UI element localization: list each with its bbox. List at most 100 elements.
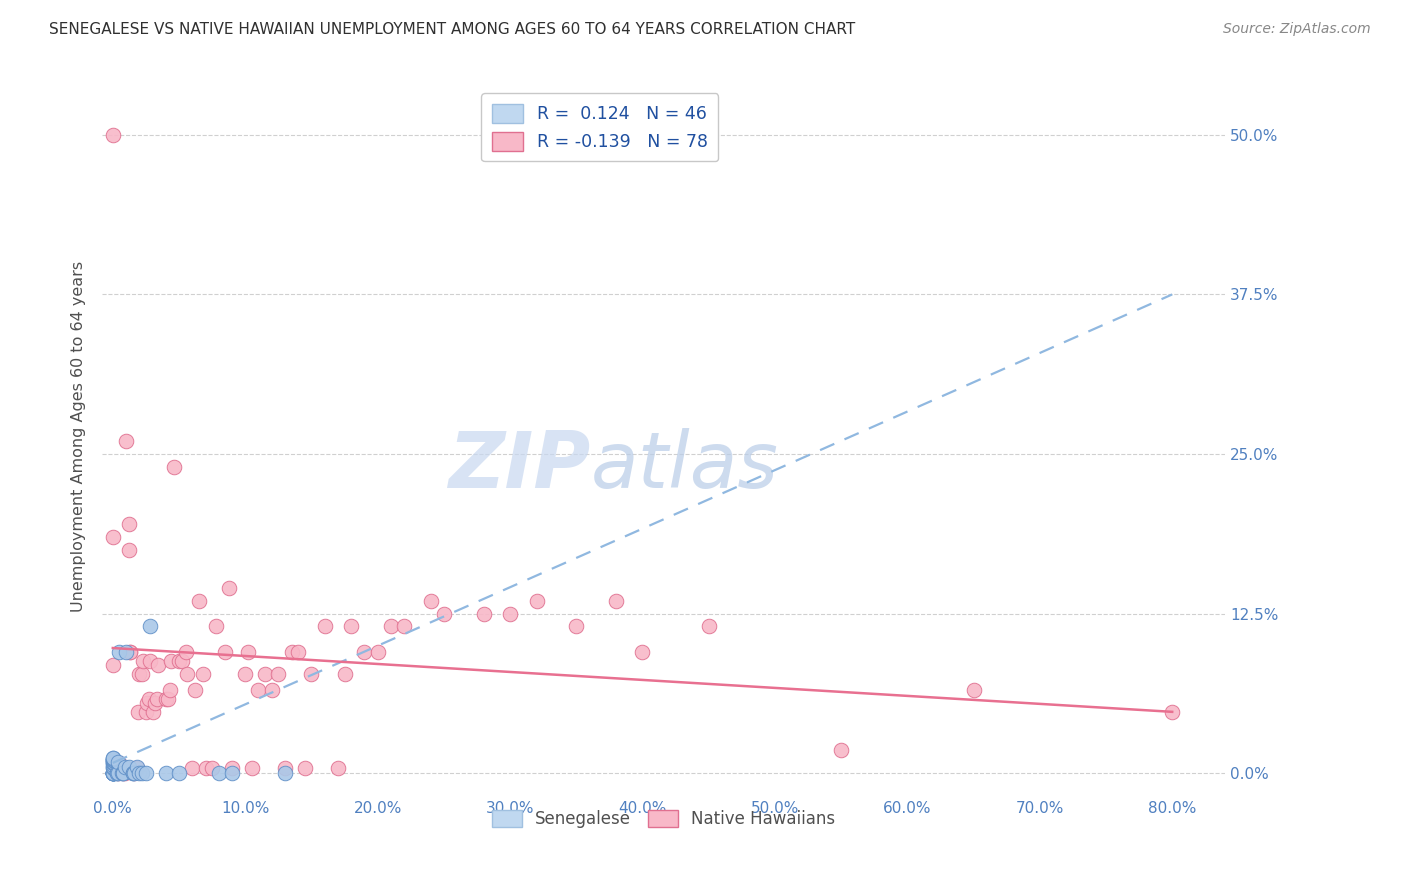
Point <box>139 654 162 668</box>
Point <box>101 760 124 774</box>
Point <box>131 766 153 780</box>
Point <box>333 666 356 681</box>
Point <box>143 696 166 710</box>
Point <box>184 683 207 698</box>
Point <box>127 705 149 719</box>
Point <box>380 619 402 633</box>
Point <box>208 766 231 780</box>
Point <box>191 666 214 681</box>
Point <box>105 766 128 780</box>
Text: ZIP: ZIP <box>449 427 591 503</box>
Point <box>141 705 163 719</box>
Text: atlas: atlas <box>591 427 779 503</box>
Point <box>128 666 150 681</box>
Point <box>167 654 190 668</box>
Point <box>125 760 148 774</box>
Point <box>146 657 169 672</box>
Point <box>301 666 323 681</box>
Point <box>101 753 124 767</box>
Point <box>187 594 209 608</box>
Point <box>139 619 162 633</box>
Point <box>287 645 309 659</box>
Point <box>472 607 495 621</box>
Point <box>419 594 441 608</box>
Point <box>526 594 548 608</box>
Legend: Senegalese, Native Hawaiians: Senegalese, Native Hawaiians <box>485 803 842 835</box>
Point <box>294 761 316 775</box>
Point <box>101 766 124 780</box>
Point <box>101 753 124 767</box>
Point <box>122 766 145 780</box>
Point <box>101 751 124 765</box>
Point <box>124 761 146 775</box>
Point <box>108 756 131 770</box>
Point <box>240 761 263 775</box>
Point <box>565 619 588 633</box>
Point <box>107 766 129 780</box>
Point <box>101 766 124 780</box>
Point <box>274 761 297 775</box>
Point <box>122 766 145 780</box>
Point <box>101 766 124 780</box>
Point <box>340 619 363 633</box>
Point <box>111 766 134 780</box>
Point <box>499 607 522 621</box>
Point <box>314 619 336 633</box>
Point <box>101 761 124 775</box>
Point <box>105 766 128 780</box>
Point <box>118 517 141 532</box>
Point <box>218 581 240 595</box>
Point <box>1161 705 1184 719</box>
Text: Source: ZipAtlas.com: Source: ZipAtlas.com <box>1223 22 1371 37</box>
Point <box>101 755 124 769</box>
Point <box>115 645 138 659</box>
Point <box>433 607 456 621</box>
Point <box>101 766 124 780</box>
Text: SENEGALESE VS NATIVE HAWAIIAN UNEMPLOYMENT AMONG AGES 60 TO 64 YEARS CORRELATION: SENEGALESE VS NATIVE HAWAIIAN UNEMPLOYME… <box>49 22 855 37</box>
Y-axis label: Unemployment Among Ages 60 to 64 years: Unemployment Among Ages 60 to 64 years <box>72 261 86 612</box>
Point <box>101 755 124 769</box>
Point <box>205 619 228 633</box>
Point <box>136 696 159 710</box>
Point <box>233 666 256 681</box>
Point <box>160 654 183 668</box>
Point <box>247 683 270 698</box>
Point <box>697 619 720 633</box>
Point <box>128 766 150 780</box>
Point <box>163 459 186 474</box>
Point <box>101 657 124 672</box>
Point <box>101 766 124 780</box>
Point <box>157 692 180 706</box>
Point <box>101 753 124 767</box>
Point <box>631 645 654 659</box>
Point <box>115 434 138 449</box>
Point <box>121 766 143 780</box>
Point <box>101 766 124 780</box>
Point <box>605 594 627 608</box>
Point <box>101 766 124 780</box>
Point <box>138 692 160 706</box>
Point <box>155 766 177 780</box>
Point <box>101 752 124 766</box>
Point <box>367 645 389 659</box>
Point <box>121 766 143 780</box>
Point <box>112 766 135 780</box>
Point <box>236 645 259 659</box>
Point <box>155 692 177 706</box>
Point <box>101 128 124 142</box>
Point <box>118 760 141 774</box>
Point <box>194 761 217 775</box>
Point <box>112 766 135 780</box>
Point <box>101 756 124 770</box>
Point <box>112 766 135 780</box>
Point <box>274 766 297 780</box>
Point <box>353 645 375 659</box>
Point <box>170 654 193 668</box>
Point <box>159 683 181 698</box>
Point <box>107 755 129 769</box>
Point <box>118 645 141 659</box>
Point <box>132 654 155 668</box>
Point <box>108 645 131 659</box>
Point <box>131 666 153 681</box>
Point <box>115 761 138 775</box>
